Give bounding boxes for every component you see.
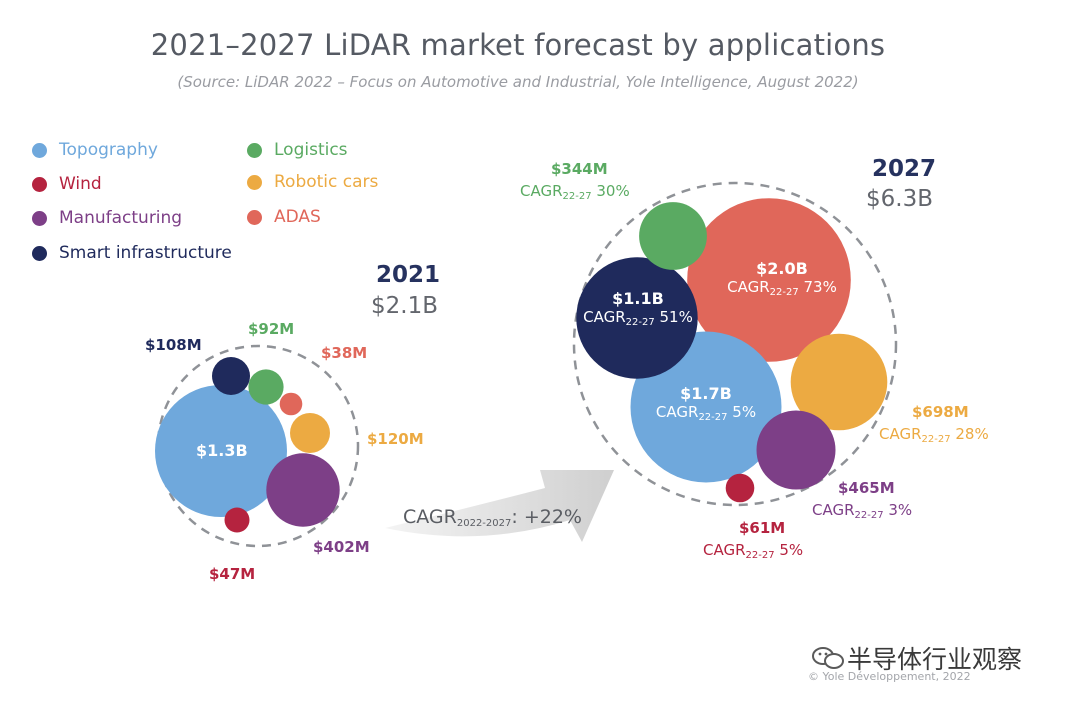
legend-label: Smart infrastructure <box>59 243 232 263</box>
label-2021-wind: $47M <box>209 565 256 583</box>
legend-item-wind: Wind <box>32 174 102 194</box>
group-outline-2021 <box>156 344 360 548</box>
label-2027-wind: $61M <box>739 519 786 537</box>
wechat-icon <box>812 647 844 669</box>
total-2021-label: $2.1B <box>371 293 438 319</box>
bubble-label-2027-topography: $1.7B CAGR22-27 5% <box>644 384 768 423</box>
copyright: © Yole Développement, 2022 <box>808 670 971 683</box>
chart-source: (Source: LiDAR 2022 – Focus on Automotiv… <box>177 73 859 91</box>
bubble-value: $2.0B <box>756 259 808 278</box>
bubble-2027-manufacturing <box>756 410 836 490</box>
cagr-2027-wind: CAGR22-27 5% <box>703 541 804 561</box>
label-2027-logistics: $344M <box>551 160 608 178</box>
legend-item-adas: ADAS <box>247 207 321 227</box>
year-2027-label: 2027 <box>872 156 937 182</box>
bubble-cagr: CAGR22-27 73% <box>727 278 837 298</box>
bubble-2027-logistics <box>639 202 707 270</box>
bubble-2021-logistics <box>248 369 284 405</box>
legend-item-robotic-cars: Robotic cars <box>247 172 378 192</box>
bubble-2021-robotic-cars <box>290 413 330 453</box>
cagr-2027-manufacturing: CAGR22-27 3% <box>812 501 913 521</box>
label-2021-logistics: $92M <box>248 320 295 338</box>
bubble-value: $1.1B <box>612 289 664 308</box>
label-2021-robotic-cars: $120M <box>367 430 424 448</box>
bubble-2027-wind <box>725 473 755 503</box>
bubble-cagr: CAGR22-27 51% <box>583 308 693 328</box>
watermark-text: 半导体行业观察 <box>847 645 1023 674</box>
bubble-2021-wind <box>224 507 250 533</box>
group-outline-2027 <box>572 181 898 507</box>
label-2021-smart-infrastructure: $108M <box>145 336 202 354</box>
legend-item-manufacturing: Manufacturing <box>32 208 182 228</box>
label-2027-manufacturing: $465M <box>838 479 895 497</box>
cagr-2027-logistics: CAGR22-27 30% <box>520 182 630 202</box>
label-2021-adas: $38M <box>321 344 368 362</box>
bubble-2027-smart-infrastructure <box>576 257 698 379</box>
bubble-label-2027-smart-infrastructure: $1.1B CAGR22-27 51% <box>576 289 700 328</box>
legend-swatch <box>247 142 262 158</box>
legend-label: Logistics <box>274 140 348 160</box>
bubble-cagr: CAGR22-27 5% <box>655 403 757 423</box>
growth-arrow <box>385 470 614 542</box>
cagr-2027-robotic-cars: CAGR22-27 28% <box>879 425 989 445</box>
growth-cagr-label: CAGR2022-2027: +22% <box>403 506 582 529</box>
bubble-2021-topography <box>155 385 287 517</box>
legend-label: Robotic cars <box>274 172 379 192</box>
bubble-value: $1.3B <box>196 441 248 460</box>
bubble-label-2027-adas: $2.0B CAGR22-27 73% <box>722 259 842 298</box>
legend-swatch <box>247 174 262 190</box>
legend-swatch <box>32 142 47 158</box>
label-2021-manufacturing: $402M <box>313 538 370 556</box>
bubble-label-2021-topography: $1.3B <box>196 441 248 460</box>
legend-label: Manufacturing <box>59 208 183 228</box>
legend-item-smart-infrastructure: Smart infrastructure <box>32 243 232 263</box>
legend-swatch <box>247 209 262 225</box>
legend-swatch <box>32 210 47 226</box>
year-2021-label: 2021 <box>376 262 441 288</box>
bubble-2021-smart-infrastructure <box>212 357 250 395</box>
bubble-2021-adas <box>279 392 303 416</box>
legend-label: Topography <box>59 140 158 160</box>
bubble-2021-manufacturing <box>266 453 340 527</box>
chart-title: 2021–2027 LiDAR market forecast by appli… <box>150 28 886 62</box>
legend-item-logistics: Logistics <box>247 140 348 160</box>
legend-label: ADAS <box>274 207 321 227</box>
bubble-value: $1.7B <box>680 384 732 403</box>
total-2027-label: $6.3B <box>866 186 933 212</box>
bubble-2027-adas <box>687 198 851 362</box>
legend-swatch <box>32 245 47 261</box>
bubble-2027-robotic-cars <box>790 333 888 431</box>
legend-item-topography: Topography <box>32 140 158 160</box>
legend-swatch <box>32 176 47 192</box>
label-2027-robotic-cars: $698M <box>912 403 969 421</box>
legend-label: Wind <box>59 174 102 194</box>
